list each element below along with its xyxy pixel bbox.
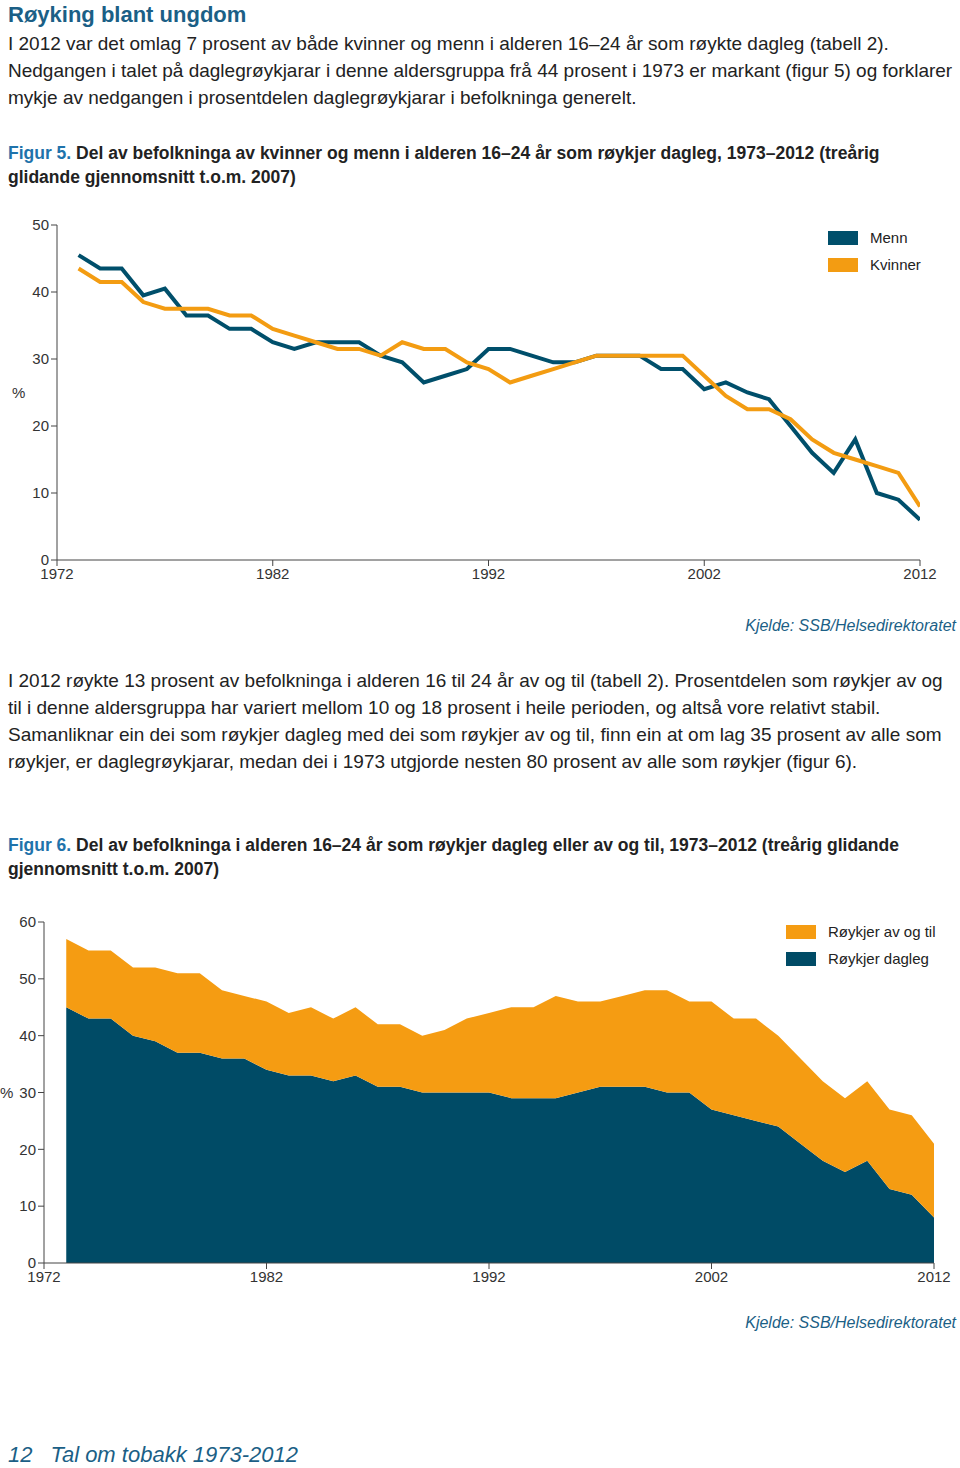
svg-text:1982: 1982 [250, 1268, 283, 1285]
svg-text:1972: 1972 [27, 1267, 61, 1285]
svg-text:0: 0 [41, 551, 49, 568]
svg-text:1972: 1972 [40, 564, 74, 582]
svg-text:%: % [8, 1084, 13, 1101]
html-text:Kjelde: SSB/Helsedirektoratet: Kjelde: SSB/Helsedirektoratet [745, 617, 956, 634]
svg-text:10: 10 [19, 1197, 36, 1214]
html-text:I 2012 var det omlag 7 prosent: I 2012 var det omlag 7 prosent av både k… [8, 33, 953, 108]
html-text:I 2012 røykte 13 prosent av be: I 2012 røykte 13 prosent av befolkninga … [8, 670, 943, 772]
svg-text:20: 20 [19, 1141, 36, 1158]
svg-text:2012: 2012 [917, 1268, 950, 1285]
svg-text:2002: 2002 [688, 565, 721, 582]
svg-text:2012: 2012 [903, 565, 936, 582]
svg-text:40: 40 [32, 283, 49, 300]
svg-text:30: 30 [19, 1084, 36, 1101]
svg-text:0: 0 [28, 1254, 36, 1271]
svg-text:1992: 1992 [472, 1268, 505, 1285]
html-text:12: 12 [8, 1442, 33, 1467]
svg-text:%: % [12, 384, 25, 401]
svg-text:10: 10 [32, 484, 49, 501]
svg-text:50: 50 [19, 970, 36, 987]
html-text:Tal om tobakk 1973-2012: Tal om tobakk 1973-2012 [50, 1442, 298, 1467]
html-text:Kjelde: SSB/Helsedirektoratet: Kjelde: SSB/Helsedirektoratet [745, 1314, 956, 1331]
html-text:Røykjer av og til: Røykjer av og til [828, 923, 936, 940]
svg-text:1982: 1982 [256, 565, 289, 582]
svg-text:60: 60 [19, 913, 36, 930]
html-text:Kvinner: Kvinner [870, 256, 921, 273]
html-text:Røykjer dagleg: Røykjer dagleg [828, 950, 929, 967]
svg-text:40: 40 [19, 1027, 36, 1044]
svg-text:2002: 2002 [695, 1268, 728, 1285]
svg-text:20: 20 [32, 417, 49, 434]
html-text:Menn: Menn [870, 229, 908, 246]
html-text:Røyking blant ungdom: Røyking blant ungdom [8, 2, 247, 27]
svg-text:1992: 1992 [472, 565, 505, 582]
html-text:Figur 6. Del av befolkninga i: Figur 6. Del av befolkninga i alderen 16… [8, 835, 899, 879]
html-text:Figur 5. Del av befolkninga av: Figur 5. Del av befolkninga av kvinner o… [8, 143, 880, 187]
svg-text:30: 30 [32, 350, 49, 367]
svg-text:50: 50 [32, 216, 49, 233]
